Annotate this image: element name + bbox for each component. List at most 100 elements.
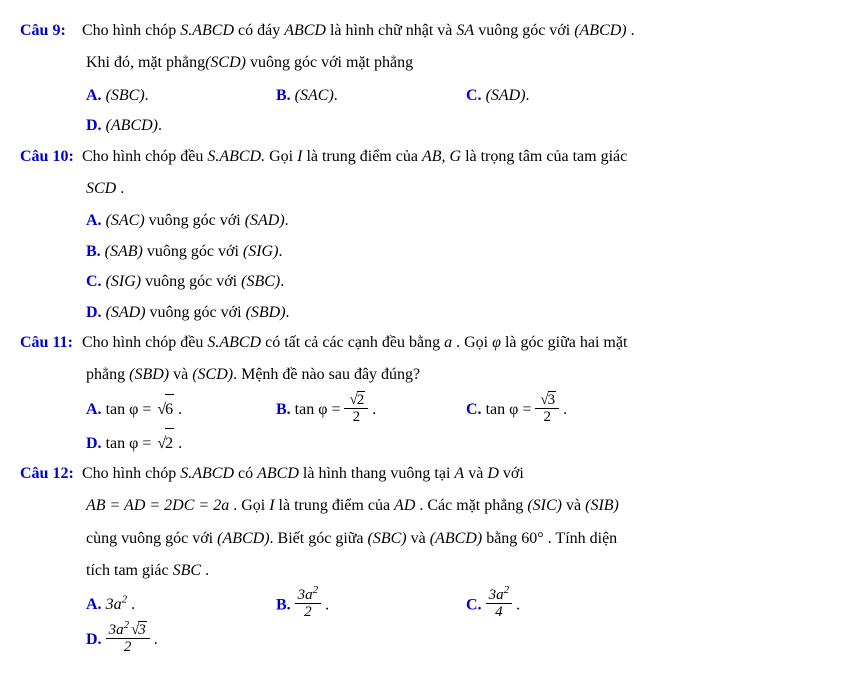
q11-opt-b-dot: . (368, 401, 376, 418)
q10-opt-a: A. (SAC) vuông góc với (SAD). (86, 206, 466, 236)
q10-opt-a-a: (SAC) (106, 212, 145, 229)
question-12: Câu 12: Cho hình chóp S.ABCD có ABCD là … (20, 459, 839, 489)
q11-t3: . Gọi (452, 334, 492, 351)
fraction: 3a22 (295, 587, 322, 621)
q9-opt-b: B. (SAC). (276, 81, 466, 111)
q12-opt-d-dot: . (150, 631, 158, 648)
question-11: Câu 11: Cho hình chóp đều S.ABCD có tất … (20, 328, 839, 358)
fraction: 3a24 (486, 587, 513, 621)
q9-opt-c-label: C. (466, 87, 482, 104)
q10-label: Câu 10: (20, 142, 82, 172)
q9-opt-d-label: D. (86, 117, 102, 134)
q12-opt-c-num: 3a (489, 587, 504, 603)
q10-t4: là trọng tâm của tam giác (461, 148, 627, 165)
q12-l3b: . Biết góc giữa (270, 530, 368, 547)
q12-eq: AB = AD = 2DC = 2a (86, 497, 229, 514)
q9-t4: vuông góc với (474, 22, 574, 39)
q12-opt-b-den: 2 (295, 604, 322, 621)
q12-opt-c: C. 3a24 . (466, 589, 656, 623)
q12-opt-d-label: D. (86, 631, 102, 648)
q12-opt-b-num: 3a (298, 587, 313, 603)
q11-opt-c-label: C. (466, 401, 482, 418)
q10-sabcd: S.ABCD. (207, 148, 265, 165)
q10-opt-d-a: (SAD) (106, 304, 146, 321)
q11-opt-b-label: B. (276, 401, 291, 418)
q11-a: a (444, 334, 452, 351)
q9-pabcd: (ABCD) (574, 22, 626, 39)
q11-opt-b-den: 2 (344, 409, 368, 426)
q9-opt-a-v: (SBC) (106, 87, 145, 104)
sqrt-icon: 3 (129, 621, 147, 639)
q11-opt-d-label: D. (86, 435, 102, 452)
q10-opt-b-label: B. (86, 243, 101, 260)
q12-opt-a-label: A. (86, 596, 102, 613)
q11-scd: (SCD) (192, 366, 233, 383)
q11-label: Câu 11: (20, 328, 82, 358)
q10-dot: . (116, 180, 124, 197)
q12-label: Câu 12: (20, 459, 82, 489)
q12-l3d: bằng (482, 530, 521, 547)
q11-l2b: và (169, 366, 192, 383)
q12-abcdp2: (ABCD) (430, 530, 482, 547)
q12-abcd: ABCD (257, 465, 299, 482)
q9-scd: (SCD) (205, 54, 246, 71)
q9-t2: có đáy (234, 22, 284, 39)
q9-sa: SA (456, 22, 474, 39)
q12-sbc: (SBC) (368, 530, 407, 547)
q12-opt-a: A. 3a2 . (86, 590, 276, 620)
q12-l2d: và (562, 497, 585, 514)
q10-opt-d-b: (SBD) (246, 304, 286, 321)
q9-l2a: Khi đó, mặt phẳng (86, 54, 205, 71)
q12-options: A. 3a2 . B. 3a22 . C. 3a24 . D. 3a232 . (20, 589, 839, 658)
q11-opt-c-pre: tan φ = (486, 401, 536, 418)
q11-opt-d-rad: 2 (165, 428, 174, 459)
q12-line3: cùng vuông góc với (ABCD). Biết góc giữa… (20, 524, 839, 554)
q10-scd: SCD (86, 180, 116, 197)
q9-opt-a-d: . (145, 87, 149, 104)
q9-abcd: ABCD (284, 22, 326, 39)
q10-body: Cho hình chóp đều S.ABCD. Gọi I là trung… (82, 142, 839, 172)
q11-opt-b-numrad: 2 (357, 391, 366, 409)
q10-opt-d: D. (SAD) vuông góc với (SBD). (86, 298, 466, 328)
q9-opt-c: C. (SAD). (466, 81, 656, 111)
q10-opt-a-b: (SAD) (245, 212, 285, 229)
fraction: 22 (344, 391, 368, 426)
q12-A: A (454, 465, 464, 482)
question-10: Câu 10: Cho hình chóp đều S.ABCD. Gọi I … (20, 142, 839, 172)
q9-t3: là hình chữ nhật và (326, 22, 456, 39)
q9-dot: . (627, 22, 635, 39)
q9-line2: Khi đó, mặt phẳng(SCD) vuông góc với mặt… (20, 48, 839, 78)
q10-abg: AB, G (422, 148, 461, 165)
q11-t1: Cho hình chóp đều (82, 334, 207, 351)
q11-opt-a-pre: tan φ = (106, 401, 156, 418)
q9-opt-b-label: B. (276, 87, 291, 104)
q12-abcdp: (ABCD) (217, 530, 269, 547)
q9-opt-b-d: . (334, 87, 338, 104)
q9-sabcd: S.ABCD (180, 22, 234, 39)
q12-t3: là hình thang vuông tại (299, 465, 455, 482)
fraction: 3a232 (106, 621, 150, 656)
q10-opt-d-m: vuông góc với (146, 304, 246, 321)
q11-opt-a-dot: . (174, 401, 182, 418)
q12-opt-d-num: 3a (109, 622, 124, 638)
q10-t1: Cho hình chóp đều (82, 148, 207, 165)
q10-opt-d-d: . (286, 304, 290, 321)
q12-t2: có (234, 465, 257, 482)
q12-opt-d-rad: 3 (138, 621, 147, 639)
q12-opt-b: B. 3a22 . (276, 589, 466, 623)
q11-body: Cho hình chóp đều S.ABCD có tất cả các c… (82, 328, 839, 358)
q10-opt-c-b: (SBC) (241, 273, 280, 290)
q12-opt-c-dot: . (512, 596, 520, 613)
q10-opt-b-b: (SIG) (243, 243, 279, 260)
q11-opt-c-den: 2 (535, 409, 559, 426)
q12-opt-c-den: 4 (486, 604, 513, 621)
q12-line2: AB = AD = 2DC = 2a . Gọi I là trung điểm… (20, 491, 839, 521)
q9-label: Câu 9: (20, 16, 82, 46)
q9-text: Cho hình chóp (82, 22, 180, 39)
q12-t5: với (499, 465, 524, 482)
q9-opt-a: A. (SBC). (86, 81, 276, 111)
q12-opt-d-den: 2 (106, 639, 150, 656)
q12-l2a: . Gọi (229, 497, 269, 514)
q10-opt-c-label: C. (86, 273, 102, 290)
q12-sib: (SIB) (585, 497, 619, 514)
